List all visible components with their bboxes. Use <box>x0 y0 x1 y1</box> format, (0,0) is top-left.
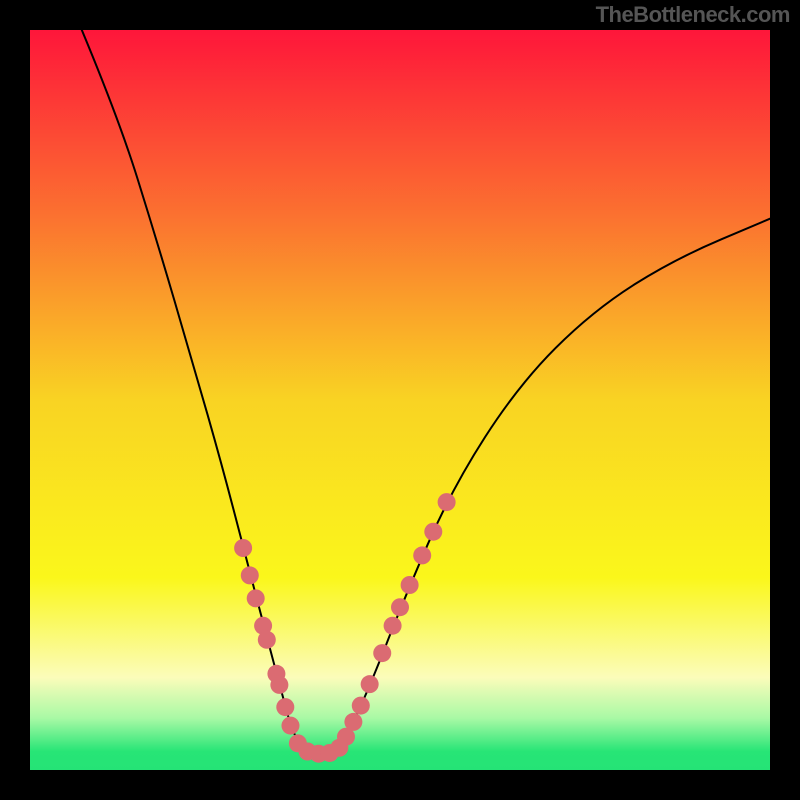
data-marker <box>241 566 259 584</box>
data-marker <box>234 539 252 557</box>
data-marker <box>401 576 419 594</box>
data-marker <box>361 675 379 693</box>
data-marker <box>344 713 362 731</box>
chart-svg <box>0 0 800 800</box>
data-marker <box>276 698 294 716</box>
data-marker <box>281 717 299 735</box>
data-marker <box>270 676 288 694</box>
data-marker <box>258 631 276 649</box>
data-marker <box>373 644 391 662</box>
chart-container: TheBottleneck.com <box>0 0 800 800</box>
data-marker <box>438 493 456 511</box>
plot-background <box>30 30 770 770</box>
data-marker <box>424 523 442 541</box>
data-marker <box>352 697 370 715</box>
data-marker <box>391 598 409 616</box>
data-marker <box>247 589 265 607</box>
data-marker <box>384 617 402 635</box>
watermark-text: TheBottleneck.com <box>596 2 790 28</box>
data-marker <box>413 546 431 564</box>
